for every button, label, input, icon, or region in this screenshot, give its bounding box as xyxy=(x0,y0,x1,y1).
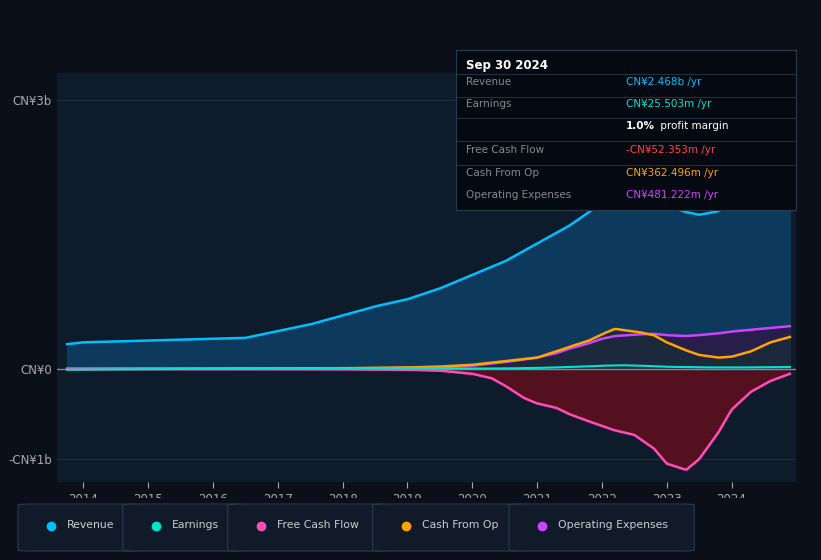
Text: Operating Expenses: Operating Expenses xyxy=(558,520,668,530)
FancyBboxPatch shape xyxy=(18,504,140,551)
Text: Cash From Op: Cash From Op xyxy=(421,520,498,530)
Text: Sep 30 2024: Sep 30 2024 xyxy=(466,59,548,72)
Text: Revenue: Revenue xyxy=(67,520,114,530)
Text: -CN¥52.353m /yr: -CN¥52.353m /yr xyxy=(626,144,715,155)
Text: CN¥481.222m /yr: CN¥481.222m /yr xyxy=(626,190,718,200)
FancyBboxPatch shape xyxy=(509,504,695,551)
Text: Operating Expenses: Operating Expenses xyxy=(466,190,571,200)
Text: Cash From Op: Cash From Op xyxy=(466,167,539,178)
FancyBboxPatch shape xyxy=(227,504,389,551)
FancyBboxPatch shape xyxy=(123,504,245,551)
Text: Free Cash Flow: Free Cash Flow xyxy=(466,144,544,155)
FancyBboxPatch shape xyxy=(373,504,526,551)
Text: CN¥25.503m /yr: CN¥25.503m /yr xyxy=(626,99,711,109)
Text: profit margin: profit margin xyxy=(657,122,728,132)
Text: Free Cash Flow: Free Cash Flow xyxy=(277,520,359,530)
Text: Earnings: Earnings xyxy=(172,520,219,530)
Text: CN¥2.468b /yr: CN¥2.468b /yr xyxy=(626,77,701,87)
Text: Revenue: Revenue xyxy=(466,77,511,87)
Text: Earnings: Earnings xyxy=(466,99,511,109)
Text: CN¥362.496m /yr: CN¥362.496m /yr xyxy=(626,167,718,178)
Text: 1.0%: 1.0% xyxy=(626,122,655,132)
